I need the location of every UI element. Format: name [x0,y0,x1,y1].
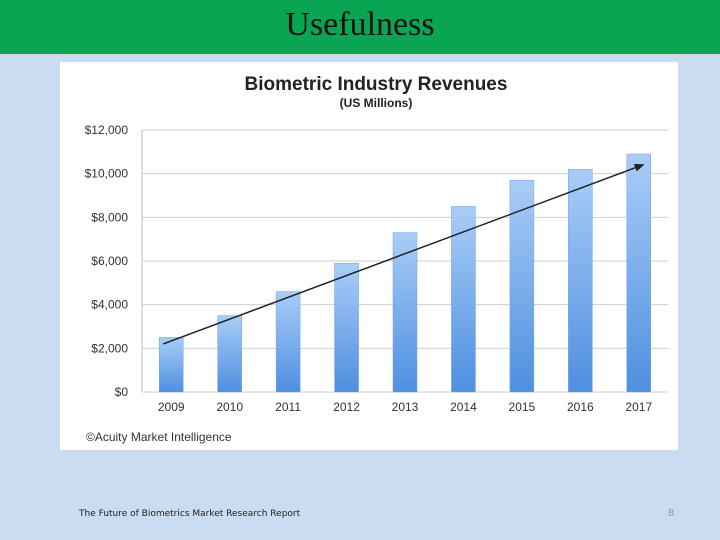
y-tick-label: $0 [115,385,129,399]
x-tick-label: 2009 [158,400,185,414]
title-bar [0,0,720,54]
y-tick-label: $8,000 [91,210,128,224]
bar-2010 [217,315,242,393]
revenue-chart: Biometric Industry Revenues (US Millions… [85,74,668,444]
bar-2014 [451,206,476,393]
slide-title: Usefulness [285,6,435,43]
y-tick-label: $4,000 [91,298,128,312]
y-tick-label: $12,000 [85,123,129,137]
bar-2015 [509,179,535,393]
chart-title: Biometric Industry Revenues [245,74,508,95]
x-tick-label: 2013 [392,400,419,414]
bar-2011 [275,291,301,393]
bar-2012 [334,262,359,393]
trend-arrow [162,163,645,345]
x-tick-label: 2016 [567,400,594,414]
x-tick-label: 2010 [216,400,243,414]
y-tick-label: $6,000 [91,254,128,268]
footer-text: The Future of Biometrics Market Research… [79,509,301,519]
bar-2013 [392,232,418,393]
chart-image: Biometric Industry Revenues (US Millions… [60,62,678,450]
page-number: 8 [668,508,675,519]
y-tick-label: $10,000 [85,167,129,181]
x-tick-label: 2017 [625,400,652,414]
chart-subtitle: (US Millions) [340,96,413,110]
x-tick-label: 2012 [333,400,360,414]
bar-2009 [158,337,184,393]
x-tick-label: 2015 [509,400,536,414]
y-tick-label: $2,000 [91,341,128,355]
chart-source: ©Acuity Market Intelligence [86,430,232,444]
bar-2017 [626,153,652,393]
x-tick-label: 2011 [275,400,301,414]
bar-2016 [568,169,593,393]
x-tick-label: 2014 [450,400,477,414]
